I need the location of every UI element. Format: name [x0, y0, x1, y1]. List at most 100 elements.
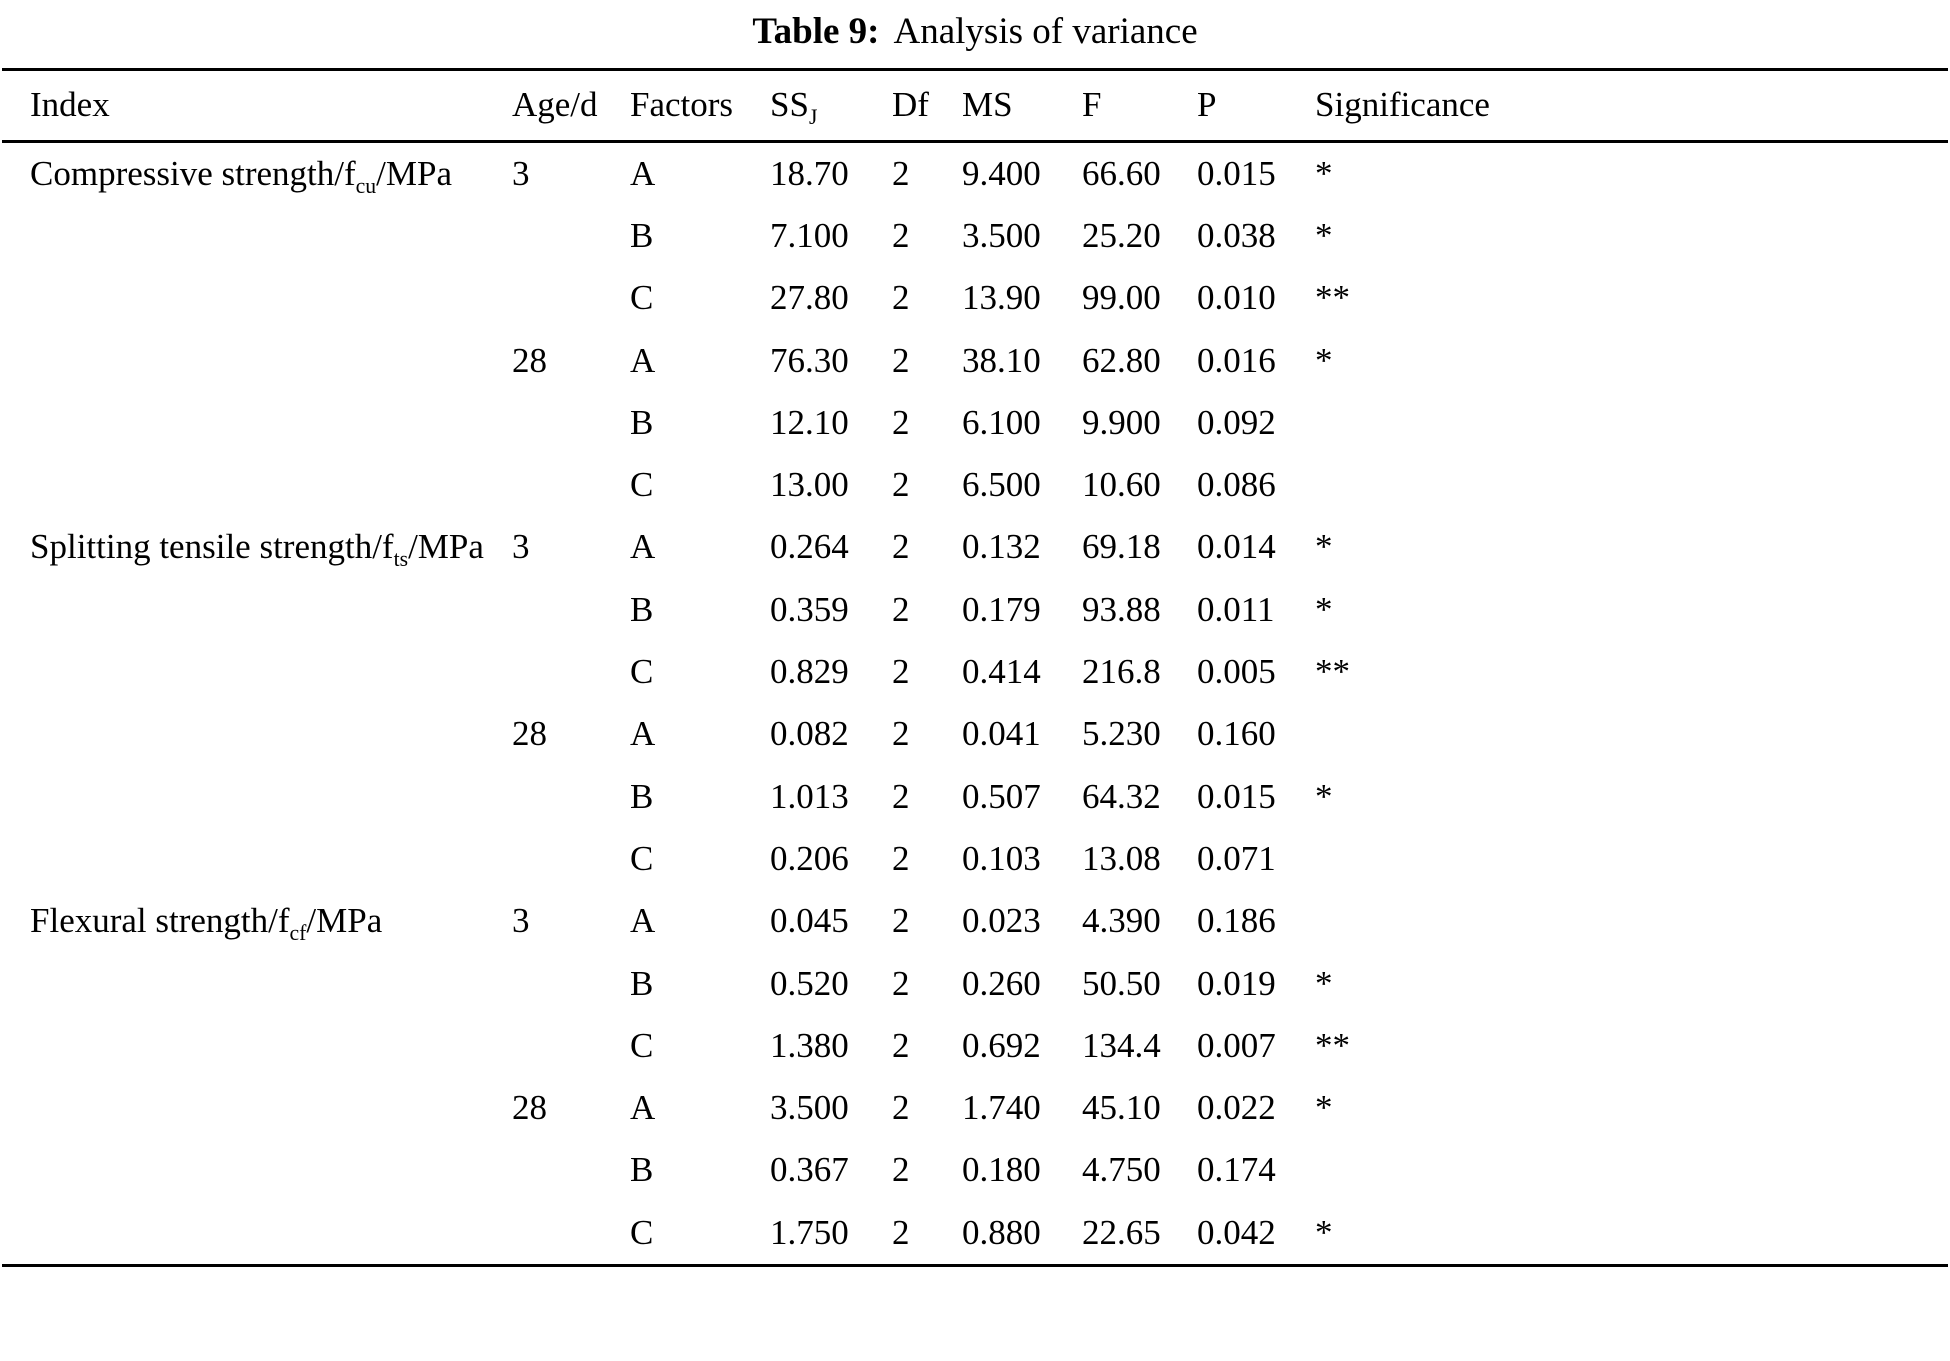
cell-age	[512, 392, 630, 454]
table-row: B 0.359 2 0.179 93.88 0.011 *	[2, 579, 1948, 641]
table-row: Compressive strength/fcu/MPa 3 A 18.70 2 9.40…	[2, 141, 1948, 205]
cell-age	[512, 1139, 630, 1201]
cell-index	[2, 703, 512, 765]
cell-df: 2	[892, 153, 910, 193]
cell-age	[512, 267, 630, 329]
cell-ss: 12.10	[770, 402, 849, 442]
cell-sig: **	[1315, 1025, 1350, 1065]
cell-factor: A	[630, 340, 656, 380]
cell-sig	[1315, 828, 1948, 890]
cell-p: 0.022	[1197, 1088, 1276, 1128]
cell-ss: 0.045	[770, 901, 849, 941]
cell-age: 3	[512, 153, 530, 193]
cell-df: 2	[892, 963, 910, 1003]
cell-df: 2	[892, 402, 910, 442]
column-header: P	[1197, 69, 1315, 143]
cell-ms: 0.103	[962, 838, 1041, 878]
cell-p: 0.160	[1197, 714, 1276, 754]
cell-df: 2	[892, 838, 910, 878]
cell-factor: B	[630, 589, 654, 629]
cell-p: 0.014	[1197, 527, 1276, 567]
header-row: Index Age/d Factors SSJ Df MS F P Significance	[2, 69, 1948, 143]
cell-ss: 0.082	[770, 714, 849, 754]
table-row: B 1.013 2 0.507 64.32 0.015 *	[2, 766, 1948, 828]
cell-ms: 38.10	[962, 340, 1041, 380]
table-row: B 0.520 2 0.260 50.50 0.019 *	[2, 953, 1948, 1015]
cell-factor: C	[630, 838, 654, 878]
cell-ss: 7.100	[770, 215, 849, 255]
cell-f: 25.20	[1082, 215, 1161, 255]
table-row: 28 A 76.30 2 38.10 62.80 0.016 *	[2, 330, 1948, 392]
cell-index	[2, 828, 512, 890]
cell-index	[2, 579, 512, 641]
cell-p: 0.186	[1197, 901, 1276, 941]
cell-factor: A	[630, 1088, 656, 1128]
cell-factor: B	[630, 963, 654, 1003]
cell-factor: B	[630, 1150, 654, 1190]
cell-f: 69.18	[1082, 527, 1161, 567]
cell-f: 216.8	[1082, 652, 1161, 692]
cell-sig: *	[1315, 776, 1333, 816]
cell-p: 0.010	[1197, 278, 1276, 318]
cell-age	[512, 454, 630, 516]
cell-sig: *	[1315, 1088, 1333, 1128]
cell-ss: 0.829	[770, 652, 849, 692]
cell-f: 50.50	[1082, 963, 1161, 1003]
cell-factor: C	[630, 1212, 654, 1252]
cell-df: 2	[892, 714, 910, 754]
cell-age: 28	[512, 1088, 547, 1128]
cell-index: Flexural strength/fcf/MPa	[30, 901, 383, 946]
cell-f: 62.80	[1082, 340, 1161, 380]
cell-ms: 0.414	[962, 652, 1041, 692]
cell-age: 28	[512, 340, 547, 380]
cell-sig: *	[1315, 215, 1333, 255]
cell-age	[512, 766, 630, 828]
cell-ss: 27.80	[770, 278, 849, 318]
cell-ss: 76.30	[770, 340, 849, 380]
cell-ss: 0.367	[770, 1150, 849, 1190]
cell-f: 10.60	[1082, 465, 1161, 505]
cell-sig: **	[1315, 652, 1350, 692]
cell-factor: A	[630, 153, 656, 193]
cell-p: 0.007	[1197, 1025, 1276, 1065]
cell-ms: 3.500	[962, 215, 1041, 255]
cell-age	[512, 1015, 630, 1077]
cell-sig: *	[1315, 963, 1333, 1003]
cell-ss: 0.264	[770, 527, 849, 567]
column-header: SSJ	[770, 69, 892, 143]
column-header: Factors	[630, 69, 770, 143]
cell-index	[2, 1202, 512, 1266]
cell-df: 2	[892, 465, 910, 505]
cell-factor: A	[630, 901, 656, 941]
table-row: C 13.00 2 6.500 10.60 0.086	[2, 454, 1948, 516]
table-head: Index Age/d Factors SSJ Df MS F P Significance	[2, 69, 1948, 143]
cell-ms: 6.100	[962, 402, 1041, 442]
cell-f: 66.60	[1082, 153, 1161, 193]
cell-ms: 0.132	[962, 527, 1041, 567]
table-row: 28 A 3.500 2 1.740 45.10 0.022 *	[2, 1077, 1948, 1139]
cell-df: 2	[892, 215, 910, 255]
cell-age: 3	[512, 527, 530, 567]
table-row: B 0.367 2 0.180 4.750 0.174	[2, 1139, 1948, 1201]
cell-index	[2, 205, 512, 267]
cell-sig: **	[1315, 278, 1350, 318]
cell-index	[2, 766, 512, 828]
cell-ss: 1.380	[770, 1025, 849, 1065]
table-row: C 0.206 2 0.103 13.08 0.071	[2, 828, 1948, 890]
cell-factor: C	[630, 465, 654, 505]
table-row: C 1.380 2 0.692 134.4 0.007 **	[2, 1015, 1948, 1077]
cell-ss: 1.013	[770, 776, 849, 816]
cell-df: 2	[892, 652, 910, 692]
cell-f: 4.750	[1082, 1150, 1161, 1190]
cell-f: 45.10	[1082, 1088, 1161, 1128]
cell-ms: 0.180	[962, 1150, 1041, 1190]
cell-ss: 0.359	[770, 589, 849, 629]
table-row: C 27.80 2 13.90 99.00 0.010 **	[2, 267, 1948, 329]
cell-age: 28	[512, 714, 547, 754]
anova-table: Index Age/d Factors SSJ Df MS F P Significance C…	[2, 68, 1948, 1268]
cell-ms: 0.041	[962, 714, 1041, 754]
table-caption: Table 9: Analysis of variance	[2, 10, 1948, 54]
table-row: C 0.829 2 0.414 216.8 0.005 **	[2, 641, 1948, 703]
column-header: Significance	[1315, 69, 1948, 143]
